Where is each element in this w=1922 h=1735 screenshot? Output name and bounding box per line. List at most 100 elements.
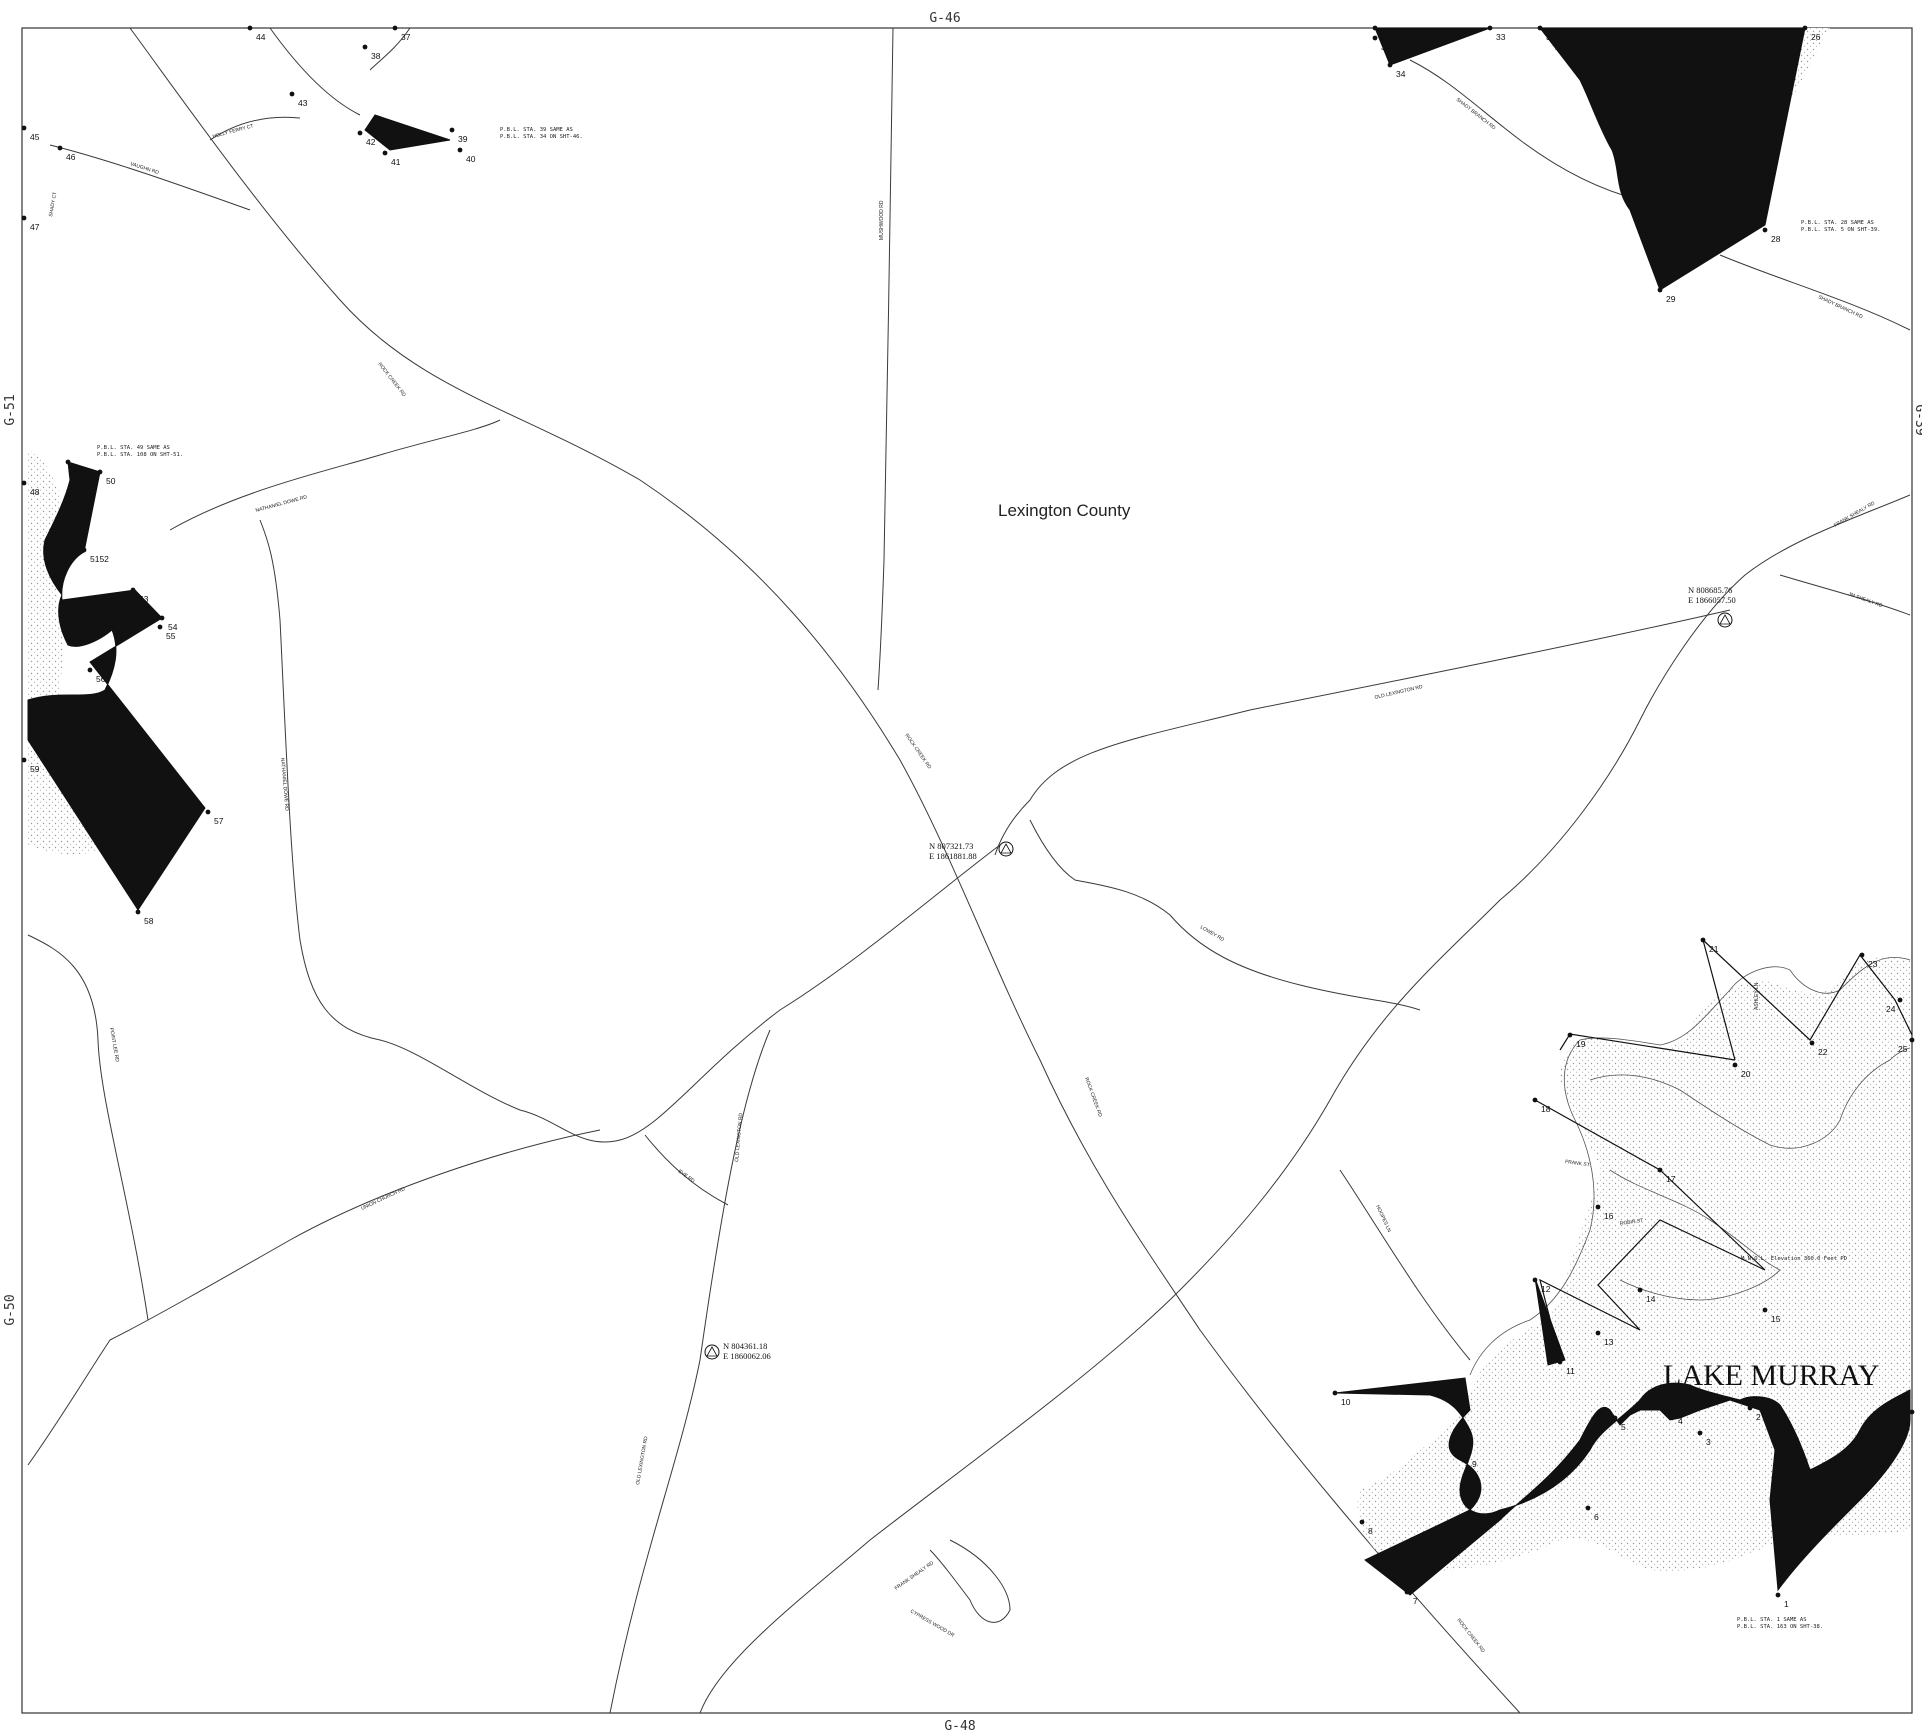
road-holly-ferry [209, 116, 301, 141]
road-label-nathaniel-dowe-h: NATHANIEL DOWE RD [255, 494, 308, 514]
mnol-note: M.N.O.L. Elevation 360.0 Feet PD [1741, 1256, 1847, 1262]
station-marker-6 [1585, 1505, 1591, 1511]
sheet-label-bottom: G-48 [944, 1719, 975, 1734]
road-label-eve: EVE RD [677, 1169, 696, 1185]
boundary-fill-south [1334, 1377, 1911, 1596]
station-label-50: 50 [106, 476, 116, 486]
road-nathaniel-dowe [169, 419, 501, 531]
road-union-church [27, 1129, 601, 1466]
county-label: Lexington County [998, 501, 1131, 520]
road-label-jm-shealy: JM SHEALY RD [1847, 591, 1883, 609]
station-label-30: 30 [1626, 164, 1636, 174]
control-points [704, 612, 1733, 1360]
road-label-holly-ferry: HOLLY FERRY CT [212, 123, 254, 140]
sheet-label-left-lower: G-50 [3, 1294, 18, 1325]
station-label-29: 29 [1666, 294, 1676, 304]
road-label-cypress-wood: CYPRESS WOOD DR [909, 1609, 956, 1639]
road-vaughn [49, 144, 251, 211]
station-marker-38 [362, 44, 368, 50]
pbl-note-39-line1: P.B.L. STA. 39 SAME AS [500, 127, 573, 133]
station-marker-33 [1487, 25, 1493, 31]
station-label-56: 56 [96, 674, 106, 684]
station-label-53: 53 [139, 594, 149, 604]
station-label-12: 12 [1541, 1284, 1551, 1294]
station-label-37: 37 [401, 32, 411, 42]
pbl-note-1-line2: P.B.L. STA. 163 ON SHT-38. [1737, 1624, 1823, 1630]
station-label-10: 10 [1341, 1397, 1351, 1407]
road-shady-branch-upper [1409, 59, 1641, 201]
road-lowey [1029, 819, 1421, 1011]
road-label-ashley: ASHLEY LN [1754, 982, 1760, 1010]
station-label-9: 9 [1472, 1459, 1477, 1469]
station-label-8: 8 [1368, 1526, 1373, 1536]
station-label-6: 6 [1594, 1512, 1599, 1522]
station-label-48: 48 [30, 487, 40, 497]
station-label-45: 45 [30, 132, 40, 142]
station-marker-21 [1700, 937, 1706, 943]
station-marker-25 [1909, 1037, 1915, 1043]
station-marker-5 [1612, 1415, 1618, 1421]
station-marker-26 [1802, 25, 1808, 31]
station-marker-30 [1617, 157, 1623, 163]
station-marker-59 [21, 757, 27, 763]
road-jm-shealy [1779, 574, 1911, 616]
station-label-39: 39 [458, 134, 468, 144]
station-marker-24 [1897, 997, 1903, 1003]
station-marker-39 [449, 127, 455, 133]
shoreline-contour-inner [1589, 1047, 1911, 1149]
station-marker-29 [1657, 287, 1663, 293]
station-marker-1 [1775, 1592, 1781, 1598]
sheet-frame [21, 27, 1913, 1714]
road-rock-creek [129, 27, 1521, 1714]
station-marker-40 [457, 147, 463, 153]
lake-shoreline [28, 28, 1911, 1571]
station-label-49: 49 [74, 466, 84, 476]
station-label-20: 20 [1741, 1069, 1751, 1079]
road-label-rock-creek-upper: ROCK CREEK RD [376, 362, 407, 399]
station-label-32: 32 [1546, 32, 1556, 42]
station-marker-54 [159, 615, 165, 621]
station-label-33: 33 [1496, 32, 1506, 42]
station-marker-7 [1404, 1589, 1410, 1595]
station-label-19: 19 [1576, 1039, 1586, 1049]
control-point-center-icon [998, 841, 1014, 857]
road-shady-branch-lower [1719, 254, 1911, 331]
road-label-frank-shealy-ne: FRANK SHEALY RD [1833, 500, 1876, 528]
boundary-fill-ne [1538, 27, 1806, 291]
pbl-note-28-line1: P.B.L. STA. 28 SAME AS [1801, 220, 1874, 226]
lake-label: LAKE MURRAY [1663, 1359, 1879, 1392]
station-marker-9 [1463, 1452, 1469, 1458]
station-marker-44 [247, 25, 253, 31]
road-label-old-lexington-s1: OLD LEXINGTON RD [734, 1112, 744, 1162]
station-marker-55 [157, 624, 163, 630]
station-label-21: 21 [1709, 944, 1719, 954]
station-label-3: 3 [1706, 1437, 1711, 1447]
station-label-18: 18 [1541, 1104, 1551, 1114]
station-label-2: 2 [1756, 1412, 1761, 1422]
road-center-sw [259, 519, 1001, 1143]
control-point-south-icon [704, 1344, 720, 1360]
road-hoopes [1339, 1169, 1471, 1361]
station-marker-27 [1744, 147, 1750, 153]
road-point-lee [27, 934, 149, 1321]
station-marker-17 [1657, 1167, 1663, 1173]
road-label-robin-st: ROBIN ST [1619, 1218, 1643, 1227]
coord-center-n: N 807321.73 [929, 841, 973, 851]
station-marker-53 [130, 587, 136, 593]
station-label-58: 58 [144, 916, 154, 926]
road-label-old-lexington-s2: OLD LEXINGTON RD [635, 1436, 649, 1486]
station-marker-46 [57, 145, 63, 151]
station-marker-23 [1859, 952, 1865, 958]
project-boundary [27, 27, 1911, 1596]
station-label-42: 42 [366, 137, 376, 147]
station-label-36: 36 [1381, 32, 1391, 42]
coord-northeast-n: N 808685.76 [1688, 585, 1732, 595]
station-label-59: 59 [30, 764, 40, 774]
road-label-vaughn: VAUGHN RD [129, 161, 159, 176]
station-marker-16 [1595, 1204, 1601, 1210]
pbl-note-49-line2: P.B.L. STA. 108 ON SHT-51. [97, 452, 183, 458]
station-marker-45 [21, 125, 27, 131]
pbl-note-49-line1: P.B.L. STA. 49 SAME AS [97, 445, 170, 451]
station-label-27: 27 [1753, 154, 1763, 164]
station-marker-18 [1532, 1097, 1538, 1103]
